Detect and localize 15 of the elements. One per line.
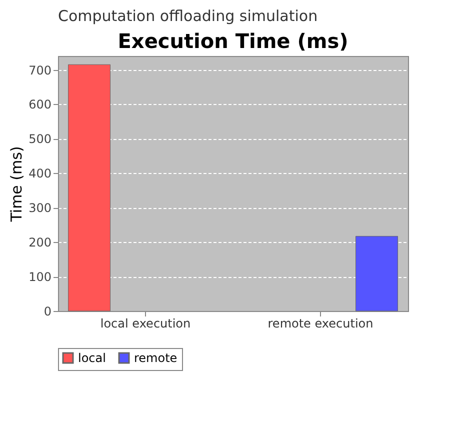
text: Computation offloading simulation [58,7,318,25]
legend-label: local [78,351,106,365]
x-tick-label: local execution [100,316,191,330]
chart-title: Execution Time (ms) [118,29,348,53]
y-tick-label: 600 [28,98,52,112]
y-tick-label: 500 [28,132,52,146]
y-tick-label: 400 [28,166,52,181]
y-tick-label: 100 [28,270,52,284]
y-tick-label: 0 [44,304,52,318]
y-axis-title: Time (ms) [8,146,26,223]
x-tick-label: remote execution [268,316,374,330]
y-tick-label: 300 [28,201,52,216]
legend-label: remote [134,351,178,365]
y-tick-label: 200 [28,236,52,250]
y-tick-label: 700 [28,63,52,78]
